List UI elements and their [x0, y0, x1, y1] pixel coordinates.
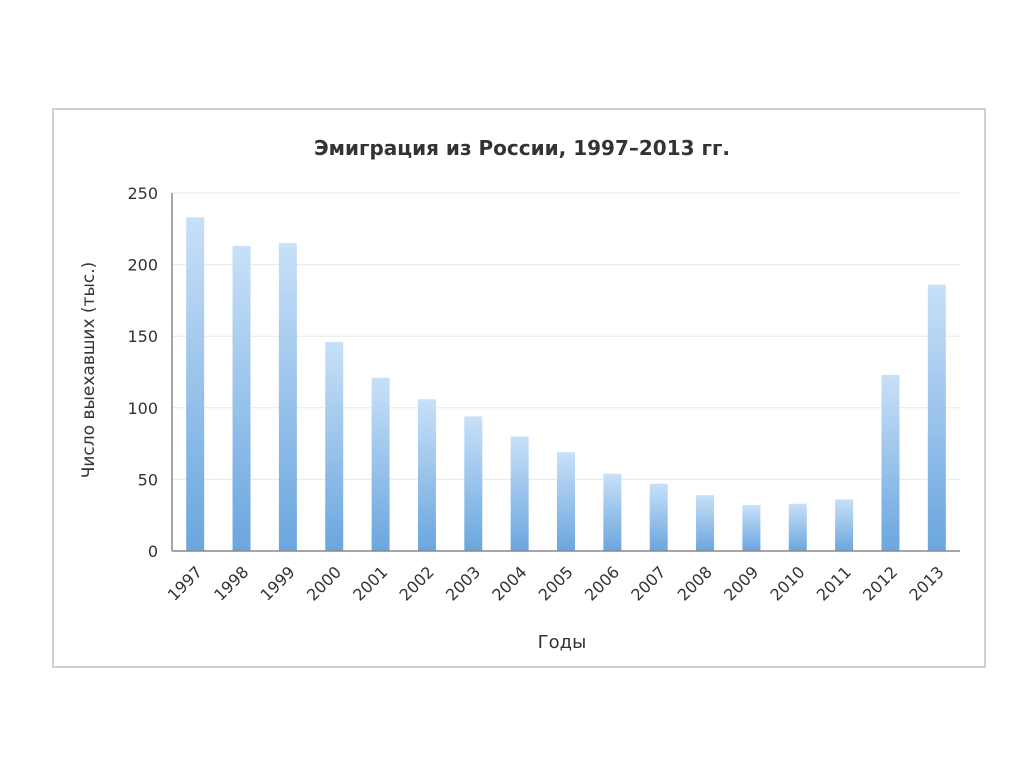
x-tick-label: 2002	[396, 562, 438, 604]
x-tick-label: 2008	[674, 562, 716, 604]
x-tick-label: 2005	[535, 562, 577, 604]
x-tick-labels: 1997 1998 1999 2000 2001 2002 2003 2004 2005 2006…	[164, 562, 948, 604]
bar-1997	[186, 217, 205, 551]
y-tick-label: 100	[127, 399, 158, 418]
bar-chart: Эмиграция из России, 1997–2013 гг. 0 50 10…	[79, 136, 960, 653]
x-tick-label: 2007	[627, 562, 669, 604]
y-tick-label: 150	[127, 327, 158, 346]
bar-2003	[464, 416, 483, 551]
x-tick-label: 2011	[813, 562, 855, 604]
bar-1998	[232, 245, 251, 551]
bar-2008	[696, 495, 715, 551]
bar-2006	[603, 473, 622, 551]
y-tick-label: 200	[127, 256, 158, 275]
x-tick-label: 2001	[349, 562, 391, 604]
bar-2011	[835, 499, 854, 551]
bar-2004	[510, 436, 529, 551]
bar-2002	[417, 399, 436, 551]
x-tick-label: 1998	[210, 562, 252, 604]
bar-2013	[927, 284, 946, 551]
x-tick-label: 2000	[303, 562, 345, 604]
x-tick-label: 2010	[766, 562, 808, 604]
chart-title: Эмиграция из России, 1997–2013 гг.	[314, 136, 730, 160]
x-tick-label: 1999	[256, 562, 298, 604]
x-axis-label: Годы	[538, 632, 587, 653]
x-tick-label: 1997	[164, 562, 206, 604]
x-tick-label: 2009	[720, 562, 762, 604]
grid-lines	[172, 192, 960, 480]
x-tick-label: 2006	[581, 562, 623, 604]
y-tick-label: 0	[148, 542, 158, 561]
y-tick-label: 50	[138, 470, 158, 489]
y-tick-label: 250	[127, 184, 158, 203]
bar-2012	[881, 374, 900, 551]
x-tick-label: 2012	[859, 562, 901, 604]
y-axis-label: Число выехавших (тыс.)	[79, 262, 99, 479]
y-tick-labels: 0 50 100 150 200 250	[127, 184, 158, 561]
bar-2005	[557, 452, 575, 551]
chart-frame: Эмиграция из России, 1997–2013 гг. 0 50 10…	[52, 108, 986, 668]
bar-1999	[278, 243, 297, 551]
x-tick-label: 2004	[488, 562, 530, 604]
bar-2007	[649, 483, 668, 551]
bar-2000	[325, 341, 344, 551]
x-tick-label: 2013	[905, 562, 947, 604]
bars	[186, 217, 946, 551]
bar-2009	[742, 505, 761, 551]
x-tick-label: 2003	[442, 562, 484, 604]
bar-2001	[371, 377, 390, 551]
bar-2010	[788, 503, 807, 551]
